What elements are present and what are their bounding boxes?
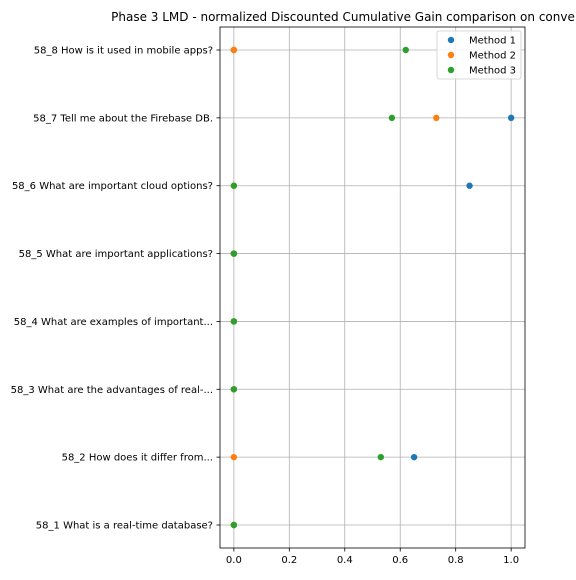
legend-label: Method 3: [469, 66, 516, 77]
data-point: [433, 114, 440, 122]
x-tick-label: 1.0: [503, 555, 519, 566]
data-point: [402, 46, 409, 54]
x-tick-label: 0.6: [392, 555, 408, 566]
legend-label: Method 1: [469, 36, 516, 47]
axes-layer: 0.0 0.2 0.4 0.6 0.8 1.0 58_1 What is a real-ti…: [11, 26, 526, 566]
x-tick-label: 0.0: [226, 555, 242, 566]
y-tick-label: 58_1 What is a real-time database?: [36, 521, 213, 532]
x-tick-label: 0.2: [281, 555, 297, 566]
data-point: [230, 386, 238, 393]
y-tick-label: 58_2 How does it differ from...: [62, 453, 213, 464]
x-tick-label: 0.8: [448, 555, 464, 566]
data-point: [230, 318, 238, 325]
data-point: [230, 46, 238, 54]
y-tick-label: 58_4 What are examples of important...: [14, 317, 213, 328]
data-point: [466, 182, 473, 189]
y-tick-label: 58_6 What are important cloud options?: [12, 181, 213, 192]
y-tick-label: 58_7 Tell me about the Firebase DB.: [33, 113, 213, 124]
data-point: [377, 453, 385, 461]
data-point: [388, 114, 396, 122]
y-tick-label: 58_8 How is it used in mobile apps?: [34, 46, 213, 57]
legend-marker: [447, 51, 455, 59]
x-tick-label: 0.4: [337, 555, 353, 566]
data-point: [507, 114, 515, 122]
y-tick-label: 58_5 What are important applications?: [19, 249, 213, 260]
legend-marker: [447, 66, 455, 74]
y-tick-label: 58_3 What are the advantages of real-...: [11, 385, 213, 396]
data-point: [230, 521, 238, 529]
data-points-layer: [230, 46, 515, 529]
data-point: [230, 453, 238, 461]
legend-box: [436, 30, 522, 80]
legend-marker: [447, 36, 455, 44]
plot-frame: [219, 26, 526, 549]
data-point: [230, 250, 238, 257]
legend-label: Method 2: [469, 51, 516, 62]
data-point: [230, 182, 238, 189]
chart-title: Phase 3 LMD - normalized Discounted Cumu…: [111, 10, 575, 24]
legend: Method 1 Method 2 Method 3: [436, 30, 522, 80]
data-point: [410, 453, 418, 461]
